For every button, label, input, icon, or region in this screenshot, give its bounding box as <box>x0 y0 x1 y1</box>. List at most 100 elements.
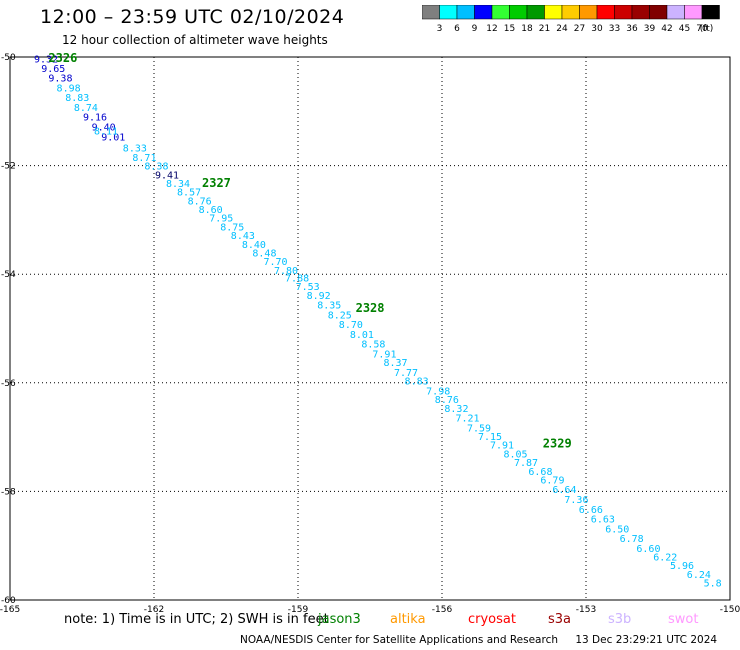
swh-observation-label: 6.64 <box>552 485 576 496</box>
latitude-tick-label: -60 <box>1 596 16 606</box>
colorbar-tick-label: 18 <box>521 24 533 34</box>
swh-observation-label: 6.60 <box>636 544 660 555</box>
satellite-altika-label: altika <box>390 612 426 627</box>
swh-observation-label: 8.35 <box>317 301 341 312</box>
swh-observation-label: 5.8 <box>704 579 722 590</box>
longitude-tick-label: -165 <box>0 605 20 612</box>
satellite-cryosat-label: cryosat <box>468 612 516 627</box>
swh-observation-label: 7.15 <box>478 432 502 443</box>
swh-observation-label: 7.98 <box>426 386 450 397</box>
swh-observation-label: 7.36 <box>564 495 588 506</box>
pass-time-label: 2327 <box>202 176 231 190</box>
satellite-s3a-label: s3a <box>548 612 572 627</box>
pass-time-label: 2328 <box>356 301 385 315</box>
swh-observation-label: 8.38 <box>144 162 168 173</box>
colorbar-swatch <box>701 5 720 20</box>
latitude-tick-label: -50 <box>1 53 16 63</box>
swh-observation-label: 6.24 <box>687 570 711 581</box>
latitude-tick-label: -54 <box>1 270 16 280</box>
swh-observation-label: 7.80 <box>274 266 298 277</box>
colorbar-tick-label: 6 <box>454 24 460 34</box>
wave-height-map: -165 -162 -159 -156 -153 -150 -50 -52 -54 -56 -58 -… <box>0 51 740 612</box>
swh-observation-label: 8.01 <box>350 330 374 341</box>
footer: NOAA/NESDIS Center for Satellite Applica… <box>240 634 717 646</box>
swh-observation-label: 9.40 <box>92 123 116 134</box>
swh-observation-label: 7.91 <box>372 349 396 360</box>
swh-observation-label: 8.98 <box>57 83 81 94</box>
latitude-tick-label: -56 <box>1 379 16 389</box>
colorbar-tick-label: 36 <box>626 24 638 34</box>
swh-observation-label: 8.83 <box>405 377 429 388</box>
longitude-tick-label: -159 <box>288 605 309 612</box>
swh-observation-label: 8.83 <box>65 93 89 104</box>
swh-observation-label: 8.40 <box>242 240 266 251</box>
swh-observation-label: 8.58 <box>361 340 385 351</box>
swh-observation-label: 9.38 <box>48 74 72 85</box>
pass-time-label: 2326 <box>48 51 77 65</box>
swh-observation-label: 5.96 <box>670 561 694 572</box>
colorbar-legend: 3 6 9 12 15 18 21 24 27 30 33 36 39 42 45 70(ft) <box>422 5 720 34</box>
swh-observation-label: 8.70 <box>339 320 363 331</box>
satellite-s3b-label: s3b <box>608 612 632 627</box>
colorbar-tick-label: 33 <box>609 24 620 34</box>
longitude-tick-label: -153 <box>576 605 596 612</box>
swh-observation-label: 9.32 <box>34 55 58 66</box>
swh-observation-label: 6.50 <box>605 524 629 535</box>
swh-observation-label: 8.76 <box>435 395 459 406</box>
longitude-tick-label: -156 <box>432 605 453 612</box>
colorbar-tick-label: 9 <box>472 24 478 34</box>
swh-observation-label: 6.63 <box>591 515 615 526</box>
swh-observation-label: 8.76 <box>188 196 212 207</box>
satellite-jason3-label: jason3 <box>318 612 361 627</box>
colorbar-tick-label: 15 <box>504 24 515 34</box>
latitude-tick-label: -52 <box>1 162 16 172</box>
swh-observation-label: 8.25 <box>328 310 352 321</box>
colorbar-tick-label: 12 <box>486 24 497 34</box>
swh-observation-label: 8.34 <box>166 179 190 190</box>
swh-observation-label: 6.79 <box>540 475 564 486</box>
swh-observation-label: 7.53 <box>296 282 320 293</box>
footer-credit: NOAA/NESDIS Center for Satellite Applica… <box>240 634 558 646</box>
footer-timestamp: 13 Dec 23:29:21 UTC 2024 <box>575 634 718 646</box>
swh-observation-label: 7.77 <box>394 368 418 379</box>
swh-observation-label: 8.37 <box>383 358 407 369</box>
swh-observation-label: 7.21 <box>455 414 479 425</box>
swh-observation-label: 9.16 <box>83 113 107 124</box>
swh-observation-label: 9.41 <box>155 170 179 181</box>
chart-title: 12:00 – 23:59 UTC 02/10/2024 <box>40 6 345 28</box>
swh-observation-label: 7.95 <box>209 214 233 225</box>
colorbar-tick-label: 21 <box>539 24 550 34</box>
colorbar-tick-label: 70 <box>696 24 708 34</box>
colorbar-tick-label: 27 <box>574 24 585 34</box>
longitude-tick-label: -150 <box>720 605 740 612</box>
swh-observation-label: 8.71 <box>132 153 156 164</box>
colorbar-unit-label: (ft) <box>700 24 714 34</box>
colorbar-tick-label: 30 <box>591 24 603 34</box>
swh-observation-label: 7.87 <box>514 458 538 469</box>
longitude-tick-label: -162 <box>144 605 164 612</box>
swh-observation-label: 7.70 <box>263 257 287 268</box>
swh-observation-label: 8.48 <box>252 248 276 259</box>
colorbar-tick-label: 42 <box>661 24 672 34</box>
swh-observation-label: 7.59 <box>467 423 491 434</box>
swh-observation-label: 8.57 <box>177 188 201 199</box>
swh-observation-label: 8.11 <box>94 126 118 137</box>
colorbar-tick-label: 3 <box>437 24 443 34</box>
swh-observation-label: 8.74 <box>74 103 98 114</box>
swh-observation-label: 8.60 <box>199 205 223 216</box>
swh-observation-label: 6.66 <box>579 505 603 516</box>
chart-subtitle: 12 hour collection of altimeter wave hei… <box>62 33 328 47</box>
swh-observation-label: 6.68 <box>528 467 552 478</box>
swh-observation-label: 7.91 <box>490 441 514 452</box>
colorbar-tick-label: 45 <box>679 24 690 34</box>
swh-observation-label: 8.33 <box>123 144 147 155</box>
colorbar-tick-label: 39 <box>644 24 656 34</box>
swh-observation-label: 7.88 <box>285 273 309 284</box>
satellite-swot-label: swot <box>668 612 699 627</box>
swh-observation-label: 8.75 <box>220 222 244 233</box>
swh-observation-label: 9.01 <box>101 132 125 143</box>
latitude-tick-label: -58 <box>1 487 16 497</box>
swh-observation-label: 8.32 <box>444 404 468 415</box>
pass-time-label: 2329 <box>543 437 572 451</box>
swh-observation-label: 6.22 <box>653 553 677 564</box>
